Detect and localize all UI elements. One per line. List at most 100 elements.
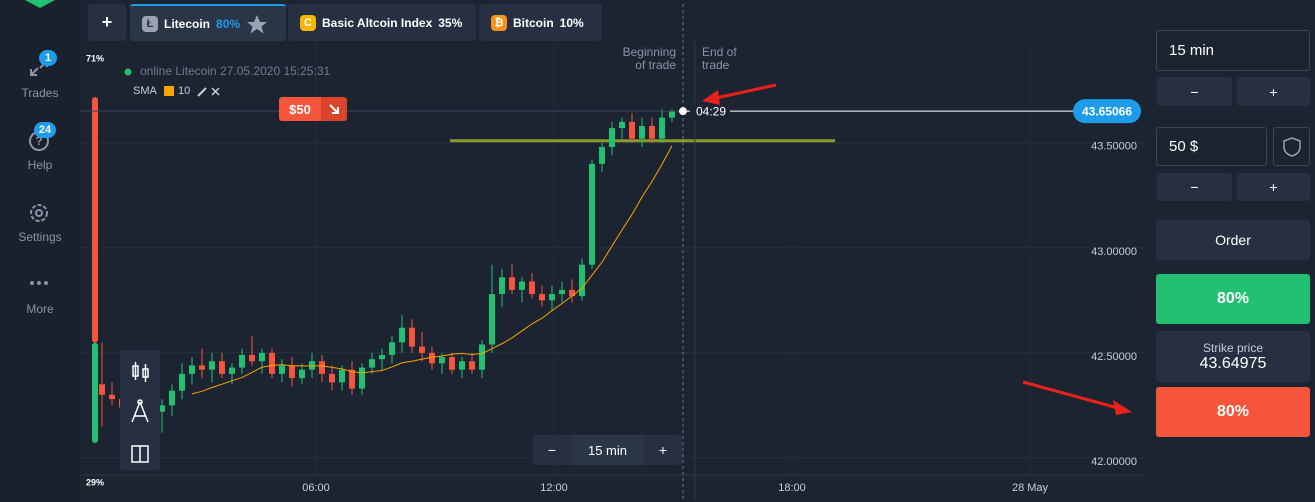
toolbox: [120, 350, 160, 470]
tab-payout: 10%: [559, 15, 584, 30]
candle-body: [479, 344, 485, 370]
candle-body: [639, 126, 645, 139]
candle-body: [199, 365, 205, 370]
price-label: 43.65066: [1082, 104, 1132, 118]
logo: [25, 0, 55, 8]
trades-icon[interactable]: [27, 57, 51, 79]
sentiment-top-label: 71%: [86, 53, 104, 63]
nav-label[interactable]: Settings: [18, 230, 62, 244]
timeframe-plus[interactable]: +: [644, 435, 682, 465]
candle-body: [579, 264, 585, 297]
candle-body: [289, 365, 295, 379]
timer: 04:29: [696, 104, 726, 118]
candle-body: [299, 369, 305, 379]
candle-body: [229, 367, 235, 374]
order-button[interactable]: Order: [1156, 220, 1310, 260]
sentiment-top: [92, 97, 98, 343]
candle-body: [629, 121, 635, 139]
up-button[interactable]: 80%: [1156, 274, 1310, 324]
candle-body: [389, 342, 395, 355]
y-tick-label: 43.50000: [1091, 141, 1137, 153]
candle-body: [419, 346, 425, 353]
tab[interactable]: ₿ Bitcoin 10%: [479, 4, 602, 41]
down-button[interactable]: 80%: [1156, 387, 1310, 437]
candle-body: [109, 394, 115, 400]
trade-direction: [321, 97, 347, 121]
status: online Litecoin 27.05.2020 15:25:31: [140, 64, 330, 78]
tab-bar: + Ł Litecoin 80% C Basic Altcoin Index 3…: [80, 0, 1145, 42]
indicator-swatch: [164, 86, 174, 96]
tab-payout: 35%: [438, 15, 463, 30]
edit-icon: [197, 87, 207, 97]
candle-body: [669, 111, 675, 118]
tab[interactable]: C Basic Altcoin Index 35%: [288, 4, 476, 41]
timer-box: [690, 102, 730, 121]
svg-text:?: ?: [35, 134, 42, 148]
sentiment-bottom-label: 29%: [86, 477, 104, 487]
y-tick-label: 42.50000: [1091, 351, 1137, 363]
timeframe-field[interactable]: 15 min: [1156, 30, 1310, 71]
indicator-period: 10: [178, 85, 190, 97]
add-tab[interactable]: +: [88, 4, 126, 41]
badge: 1: [39, 50, 57, 66]
beginning-label: Beginning: [623, 45, 676, 59]
candle-body: [279, 365, 285, 374]
x-tick-label: 06:00: [302, 482, 330, 494]
candle-body: [549, 294, 555, 301]
x-tick-label: 18:00: [778, 482, 806, 494]
tab-name: Bitcoin: [513, 15, 554, 30]
timeframe-minus[interactable]: −: [533, 435, 571, 465]
timeframe-control: − 15 min +: [533, 435, 682, 465]
beginning-label: of trade: [635, 58, 676, 72]
y-tick-label: 43.00000: [1091, 246, 1137, 258]
tool-icons[interactable]: [120, 350, 160, 470]
minus-button[interactable]: −: [1157, 173, 1232, 201]
tab-payout: 80%: [216, 16, 241, 31]
insurance-button[interactable]: [1273, 127, 1310, 166]
chart: 42.00000 42.50000 43.00000 43.50000 06:00 12:…: [80, 4, 1145, 500]
favorite-icon[interactable]: [246, 14, 268, 34]
candle-body: [359, 367, 365, 389]
price-pill: [1073, 99, 1141, 124]
x-tick-label: 28 May: [1012, 482, 1049, 494]
settings-icon[interactable]: [27, 202, 51, 224]
candle-body: [269, 352, 275, 374]
plus-button[interactable]: +: [1237, 77, 1310, 106]
candle-body: [249, 354, 255, 362]
tab[interactable]: Ł Litecoin 80%: [130, 4, 286, 41]
candle-body: [599, 147, 605, 164]
candle-body: [439, 357, 445, 364]
candle-body: [179, 373, 185, 391]
candle-body: [369, 359, 375, 368]
candle-body: [209, 361, 215, 370]
nav-label[interactable]: Trades: [21, 86, 59, 100]
candle-body: [399, 327, 405, 343]
trade-badge[interactable]: $50: [279, 97, 347, 121]
candle-body: [449, 357, 455, 370]
nav-label[interactable]: More: [26, 302, 54, 316]
candle-body: [349, 369, 355, 389]
shield-icon: [1283, 136, 1301, 157]
candle-body: [529, 281, 535, 295]
candle-body: [659, 117, 665, 139]
more-icon[interactable]: [27, 278, 51, 288]
tab-icon: C: [300, 14, 316, 31]
end-label: End of: [702, 45, 737, 59]
tab-icon: Ł: [142, 15, 158, 32]
tab-name: Basic Altcoin Index: [322, 15, 433, 30]
plus-button[interactable]: +: [1237, 173, 1310, 201]
indicator-name: SMA: [133, 85, 158, 97]
x-tick-label: 12:00: [540, 482, 568, 494]
candle-body: [489, 294, 495, 345]
remove-icon: [211, 87, 220, 96]
minus-button[interactable]: −: [1157, 77, 1232, 106]
nav-label[interactable]: Help: [27, 158, 53, 172]
candle-body: [609, 128, 615, 148]
candle-body: [159, 405, 165, 412]
amount-field[interactable]: 50 $: [1156, 127, 1267, 166]
candle-body: [649, 126, 655, 139]
online-dot: [124, 68, 132, 76]
candle-body: [499, 277, 505, 295]
candle-body: [589, 163, 595, 265]
